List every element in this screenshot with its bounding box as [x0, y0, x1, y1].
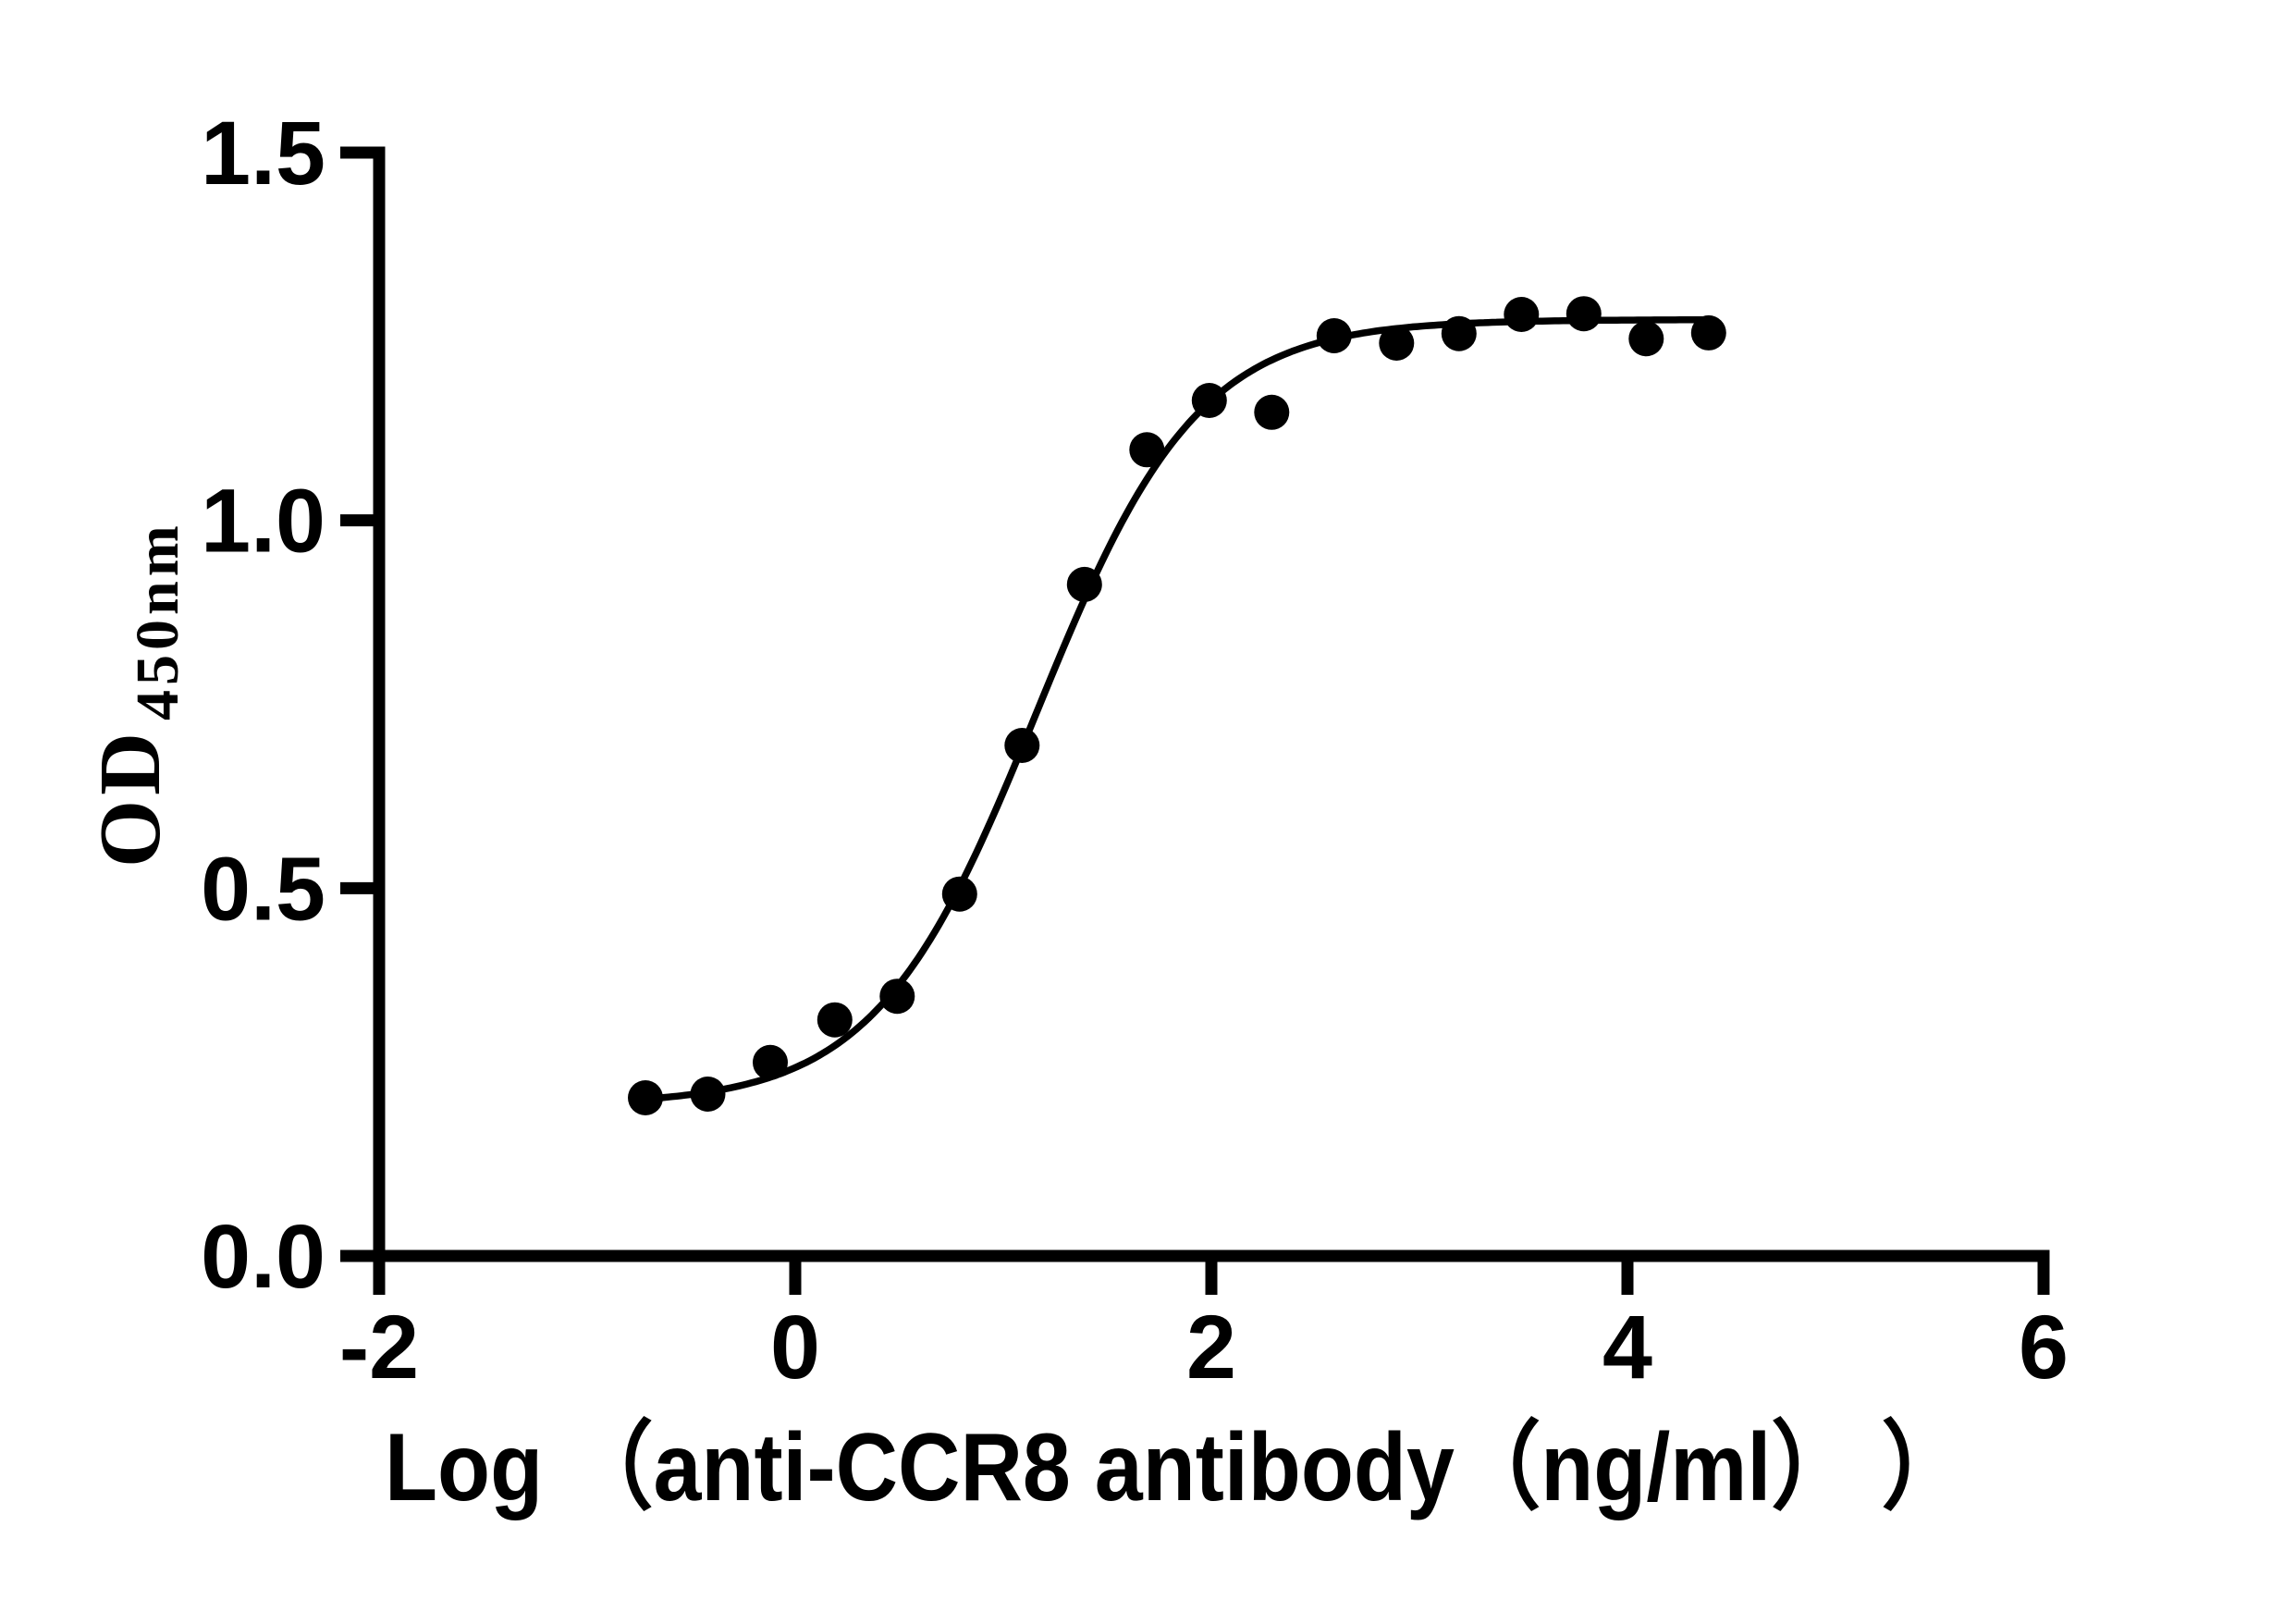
- series-layer: [628, 296, 1726, 1115]
- axes-layer: 0.0 0.5 1.0 1.5 -2 0 2 4 6: [201, 103, 2069, 1397]
- data-point: [1191, 383, 1227, 418]
- y-tick-label: 1.5: [201, 103, 325, 203]
- data-point: [1379, 326, 1415, 361]
- data-point: [1004, 728, 1040, 763]
- data-point: [1254, 394, 1290, 430]
- data-point: [879, 978, 915, 1015]
- data-point: [690, 1077, 726, 1112]
- data-point: [1690, 314, 1726, 351]
- data-point: [1628, 321, 1664, 357]
- data-point: [1565, 296, 1602, 332]
- y-tick-label: 0.5: [201, 838, 325, 939]
- data-point: [1316, 318, 1352, 353]
- data-point: [628, 1080, 663, 1115]
- data-point: [1129, 432, 1165, 468]
- x-tick-label: 6: [2019, 1297, 2069, 1397]
- y-tick-label: 1.0: [201, 471, 325, 572]
- data-point: [753, 1044, 788, 1080]
- x-tick-label: -2: [339, 1297, 419, 1397]
- data-point: [1066, 566, 1102, 602]
- y-tick-label: 0.0: [201, 1206, 325, 1307]
- data-point: [1504, 297, 1540, 332]
- x-tick-label: 2: [1186, 1297, 1236, 1397]
- y-axis-title: OD 450nm: [82, 521, 191, 868]
- x-axis-title: Log （anti-CCR8 antibody（ng/ml） ）: [385, 1414, 1968, 1521]
- fit-curve-line: [640, 315, 1716, 1103]
- data-point: [816, 1002, 853, 1038]
- y-axis-title-subscript: 450nm: [124, 521, 191, 720]
- data-point: [941, 876, 977, 912]
- x-tick-label: 0: [770, 1297, 820, 1397]
- x-tick-label: 4: [1602, 1297, 1652, 1397]
- data-point: [1441, 315, 1477, 351]
- y-axis-title-main: OD: [82, 728, 178, 868]
